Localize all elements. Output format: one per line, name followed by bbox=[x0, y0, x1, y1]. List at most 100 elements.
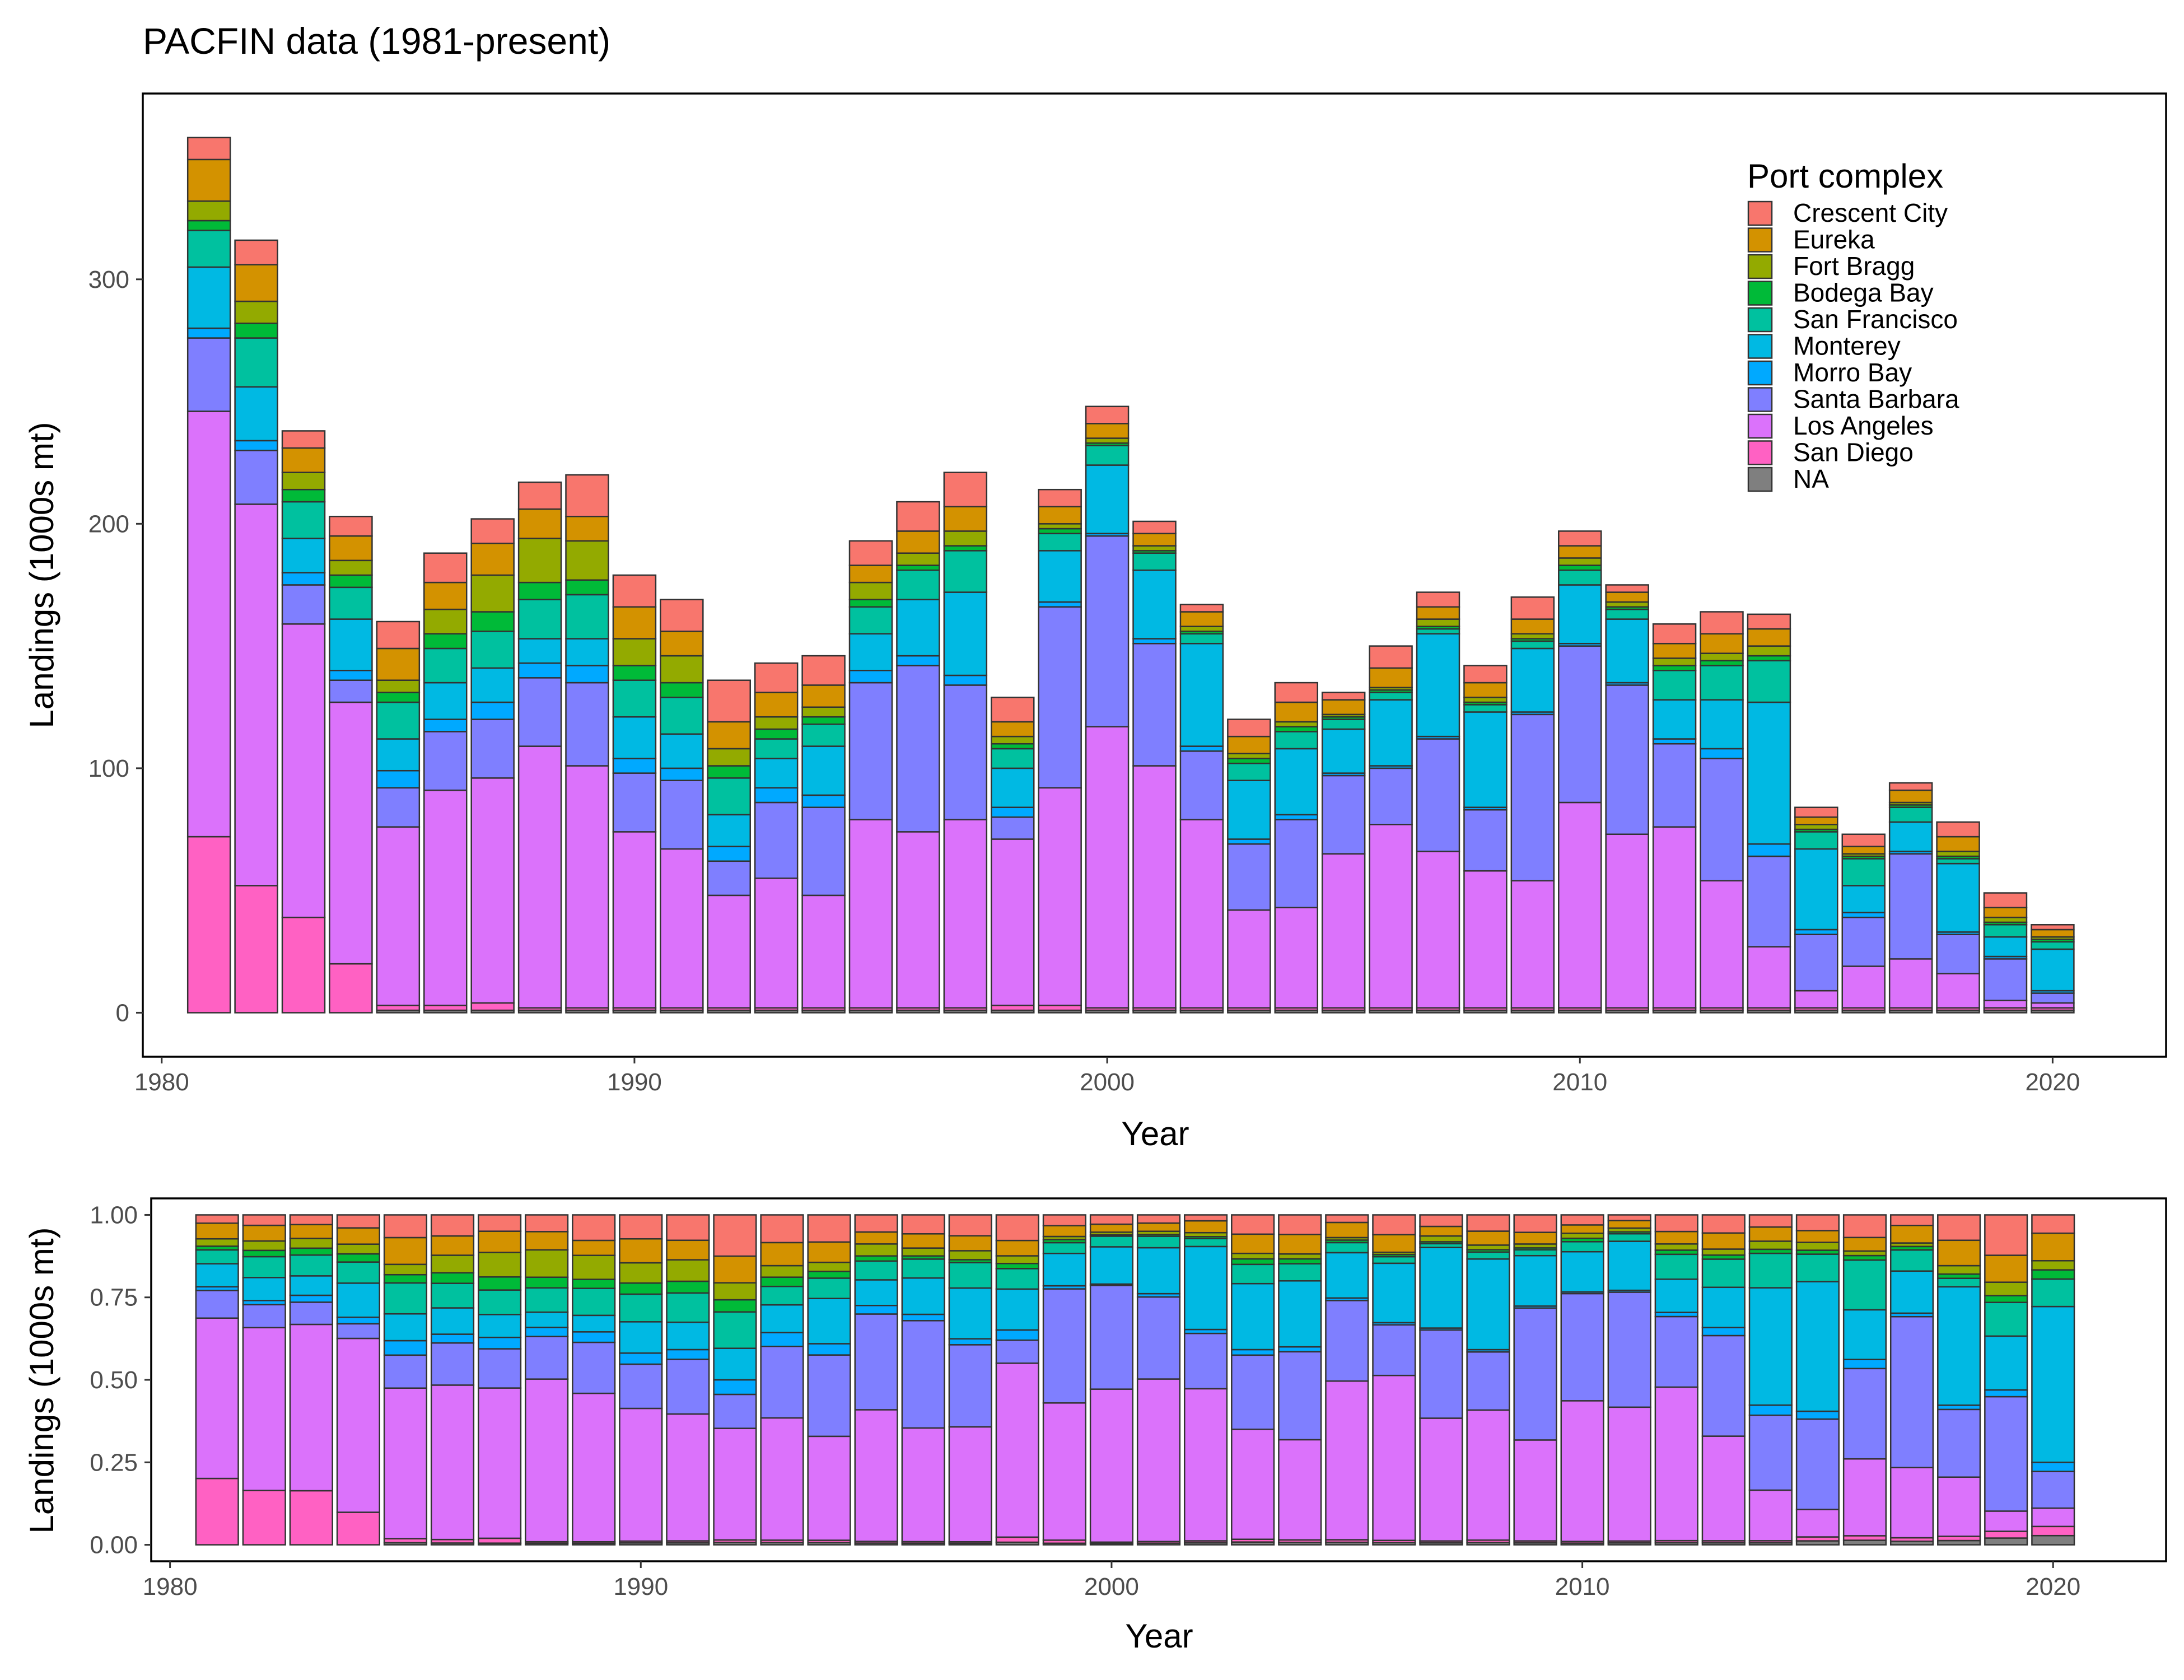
prop-bar-1983-san-francisco bbox=[289, 1254, 333, 1277]
bar-1982-bodega-bay bbox=[234, 323, 278, 339]
bar-2001-morro-bay bbox=[1132, 638, 1177, 645]
prop-bar-1982-monterey bbox=[242, 1277, 286, 1301]
prop-bar-2006-san-francisco bbox=[1372, 1256, 1416, 1264]
prop-y-tick-label-1: 0.25 bbox=[90, 1449, 138, 1476]
bar-2014-monterey bbox=[1747, 701, 1791, 845]
prop-bar-1992-santa-barbara bbox=[713, 1393, 757, 1429]
bar-1998-los-angeles bbox=[991, 838, 1035, 1006]
bar-1986-monterey bbox=[423, 682, 468, 720]
bar-2015-los-angeles bbox=[1794, 990, 1838, 1009]
bar-2010-eureka bbox=[1558, 545, 1602, 559]
prop-bar-2007-crescent-city bbox=[1419, 1214, 1463, 1228]
bar-1985-santa-barbara bbox=[376, 787, 421, 828]
prop-bar-1999-santa-barbara bbox=[1042, 1288, 1086, 1404]
bar-1989-los-angeles bbox=[565, 765, 609, 1009]
prop-bar-1995-san-francisco bbox=[854, 1260, 898, 1281]
bar-2016-morro-bay bbox=[1841, 912, 1886, 918]
bar-1983-monterey bbox=[281, 538, 326, 573]
prop-bar-2003-morro-bay bbox=[1231, 1348, 1275, 1356]
prop-bar-1988-monterey bbox=[525, 1311, 569, 1328]
bar-1991-san-francisco bbox=[660, 697, 704, 735]
prop-bar-1997-crescent-city bbox=[948, 1214, 992, 1237]
bar-2008-monterey bbox=[1463, 711, 1508, 808]
bar-2018-eureka bbox=[1936, 836, 1980, 852]
bar-1986-eureka bbox=[423, 581, 468, 610]
bar-2009-crescent-city bbox=[1510, 596, 1555, 620]
prop-bar-1996-morro-bay bbox=[901, 1313, 945, 1322]
prop-bar-2006-monterey bbox=[1372, 1262, 1416, 1324]
bar-2011-santa-barbara bbox=[1605, 684, 1649, 835]
bar-1988-monterey bbox=[517, 638, 562, 664]
prop-bar-1989-crescent-city bbox=[572, 1214, 616, 1242]
bar-2008-santa-barbara bbox=[1463, 809, 1508, 872]
bar-1999-morro-bay bbox=[1038, 601, 1082, 608]
prop-bar-1990-monterey bbox=[619, 1321, 663, 1354]
bar-2000-fort-bragg bbox=[1085, 437, 1130, 444]
bar-2014-san-francisco bbox=[1747, 660, 1791, 703]
bar-1986-crescent-city bbox=[423, 552, 468, 584]
chart-title: PACFIN data (1981-present) bbox=[143, 20, 610, 62]
prop-bar-1984-san-francisco bbox=[336, 1261, 380, 1284]
prop-bar-1982-bodega-bay bbox=[242, 1249, 286, 1258]
prop-bar-1982-santa-barbara bbox=[242, 1304, 286, 1329]
prop-bar-2002-los-angeles bbox=[1183, 1388, 1228, 1542]
bar-2009-los-angeles bbox=[1510, 880, 1555, 1009]
prop-bar-1988-crescent-city bbox=[525, 1214, 569, 1233]
bar-2002-morro-bay bbox=[1179, 745, 1224, 752]
prop-bar-1988-san-francisco bbox=[525, 1287, 569, 1313]
bar-1999-crescent-city bbox=[1038, 488, 1082, 508]
prop-bar-1991-monterey bbox=[666, 1321, 710, 1351]
bar-1992-crescent-city bbox=[707, 679, 751, 723]
prop-bar-2004-fort-bragg bbox=[1278, 1253, 1322, 1260]
prop-bar-2010-los-angeles bbox=[1560, 1400, 1604, 1542]
bar-1999-fort-bragg bbox=[1038, 523, 1082, 530]
bar-2000-monterey bbox=[1085, 464, 1130, 535]
prop-bar-2013-monterey bbox=[1701, 1286, 1746, 1328]
prop-bar-1995-monterey bbox=[854, 1279, 898, 1306]
bar-1990-morro-bay bbox=[612, 758, 657, 774]
prop-bar-1996-eureka bbox=[901, 1233, 945, 1249]
bar-1987-san-francisco bbox=[470, 631, 515, 669]
bar-2020-los-angeles bbox=[2031, 1002, 2075, 1009]
bar-1989-eureka bbox=[565, 515, 609, 542]
bar-1992-eureka bbox=[707, 721, 751, 750]
bar-1988-los-angeles bbox=[517, 745, 562, 1009]
prop-bar-2006-eureka bbox=[1372, 1234, 1416, 1253]
bar-2012-santa-barbara bbox=[1652, 743, 1697, 828]
prop-bar-1982-eureka bbox=[242, 1224, 286, 1242]
prop-bar-2020-eureka bbox=[2031, 1232, 2075, 1262]
prop-bar-2015-monterey bbox=[1795, 1281, 1840, 1412]
prop-bar-2005-los-angeles bbox=[1325, 1380, 1369, 1541]
bar-1984-san-francisco bbox=[329, 586, 373, 620]
prop-bar-2012-fort-bragg bbox=[1654, 1243, 1698, 1251]
bar-1998-bodega-bay bbox=[991, 743, 1035, 750]
bar-2001-monterey bbox=[1132, 570, 1177, 640]
prop-bar-2001-santa-barbara bbox=[1136, 1296, 1181, 1380]
bar-2013-santa-barbara bbox=[1700, 758, 1744, 881]
bar-2000-santa-barbara bbox=[1085, 535, 1130, 727]
bar-2002-crescent-city bbox=[1179, 604, 1224, 613]
prop-bar-1998-los-angeles bbox=[995, 1362, 1039, 1538]
bar-2012-morro-bay bbox=[1652, 738, 1697, 745]
bar-2006-los-angeles bbox=[1369, 824, 1413, 1009]
prop-bar-2016-san-francisco bbox=[1842, 1259, 1887, 1311]
prop-bar-1983-los-angeles bbox=[289, 1323, 333, 1492]
bar-2006-eureka bbox=[1369, 667, 1413, 689]
bar-2008-los-angeles bbox=[1463, 870, 1508, 1009]
prop-bar-2003-san-francisco bbox=[1231, 1263, 1275, 1285]
prop-bar-1983-bodega-bay bbox=[289, 1247, 333, 1256]
bar-2002-santa-barbara bbox=[1179, 750, 1224, 820]
prop-bar-2009-santa-barbara bbox=[1513, 1307, 1557, 1441]
prop-bar-2003-crescent-city bbox=[1231, 1214, 1275, 1235]
bar-1993-crescent-city bbox=[754, 662, 799, 693]
bar-1987-bodega-bay bbox=[470, 611, 515, 632]
bar-1983-los-angeles bbox=[281, 623, 326, 918]
prop-bar-1982-san-francisco bbox=[242, 1256, 286, 1278]
prop-bar-1992-eureka bbox=[713, 1255, 757, 1284]
prop-bar-2019-bodega-bay bbox=[1984, 1295, 2028, 1303]
prop-bar-2007-fort-bragg bbox=[1419, 1235, 1463, 1243]
bar-2004-crescent-city bbox=[1274, 682, 1318, 703]
legend-label-bodega-bay: Bodega Bay bbox=[1793, 278, 1934, 307]
prop-bar-1992-los-angeles bbox=[713, 1427, 757, 1541]
prop-bar-2010-monterey bbox=[1560, 1250, 1604, 1293]
